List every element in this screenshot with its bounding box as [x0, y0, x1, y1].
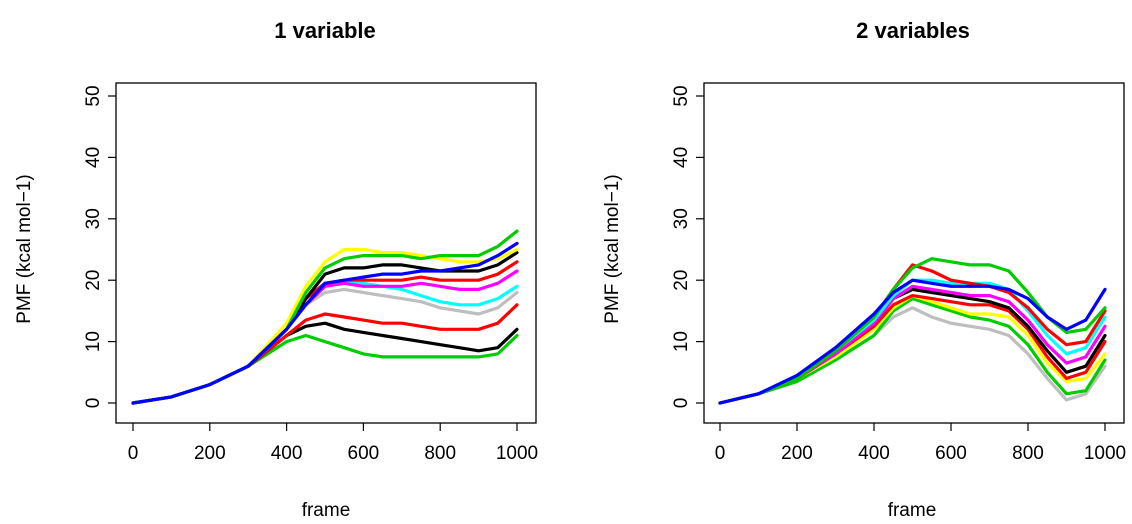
y-tick-label: 20	[671, 270, 692, 291]
y-axis: 0 10 20 30 40 50	[83, 85, 116, 408]
series-line-6	[718, 284, 1107, 405]
x-axis: 0 200 400 600 800 1000	[715, 423, 1126, 464]
x-tick-label: 0	[128, 443, 139, 464]
plot-frame	[703, 82, 1125, 424]
series-line-11	[131, 241, 519, 405]
series-line-6	[131, 269, 519, 405]
plot-frame	[115, 82, 537, 424]
y-tick-label: 0	[83, 398, 104, 409]
x-tick-label: 600	[348, 443, 380, 464]
x-tick-label: 200	[781, 443, 813, 464]
y-tick-label: 30	[83, 208, 104, 229]
series-lines	[131, 229, 519, 405]
x-axis-label: frame	[888, 500, 937, 521]
x-tick-label: 1000	[1084, 443, 1126, 464]
x-tick-label: 400	[271, 443, 303, 464]
x-tick-label: 800	[1012, 443, 1044, 464]
y-axis-label: PMF (kcal mol−1)	[14, 174, 35, 323]
series-line-10	[131, 229, 519, 405]
y-tick-label: 30	[671, 208, 692, 229]
x-tick-label: 600	[935, 443, 967, 464]
y-tick-label: 40	[671, 147, 692, 168]
y-tick-label: 0	[671, 398, 692, 409]
series-line-10	[718, 278, 1107, 405]
y-tick-label: 50	[671, 85, 692, 106]
y-tick-label: 40	[83, 147, 104, 168]
y-tick-label: 10	[83, 331, 104, 352]
x-tick-label: 800	[424, 443, 456, 464]
x-tick-label: 1000	[496, 443, 538, 464]
x-tick-label: 0	[715, 443, 726, 464]
y-tick-label: 20	[83, 270, 104, 291]
y-tick-label: 10	[671, 331, 692, 352]
series-line-3	[131, 303, 519, 405]
series-lines	[718, 257, 1107, 405]
chart-panel-2: 2 variables 0 200 400 600 800 1000 0 10 20 30 40 5…	[602, 18, 1126, 521]
chart-panel-1: 1 variable 0 200 400 600 800 1000 0 10 20 30 40 50…	[14, 18, 538, 521]
series-line-3	[718, 294, 1107, 405]
y-axis-label: PMF (kcal mol−1)	[602, 174, 623, 323]
y-tick-label: 50	[83, 85, 104, 106]
x-axis-label: frame	[302, 500, 351, 521]
series-line-2	[718, 297, 1107, 405]
chart-title: 2 variables	[856, 18, 970, 43]
series-line-1	[131, 333, 519, 405]
y-axis: 0 10 20 30 40 50	[671, 85, 704, 408]
x-axis: 0 200 400 600 800 1000	[128, 423, 538, 464]
x-tick-label: 400	[858, 443, 890, 464]
x-tick-label: 200	[194, 443, 226, 464]
chart-title: 1 variable	[274, 18, 376, 43]
